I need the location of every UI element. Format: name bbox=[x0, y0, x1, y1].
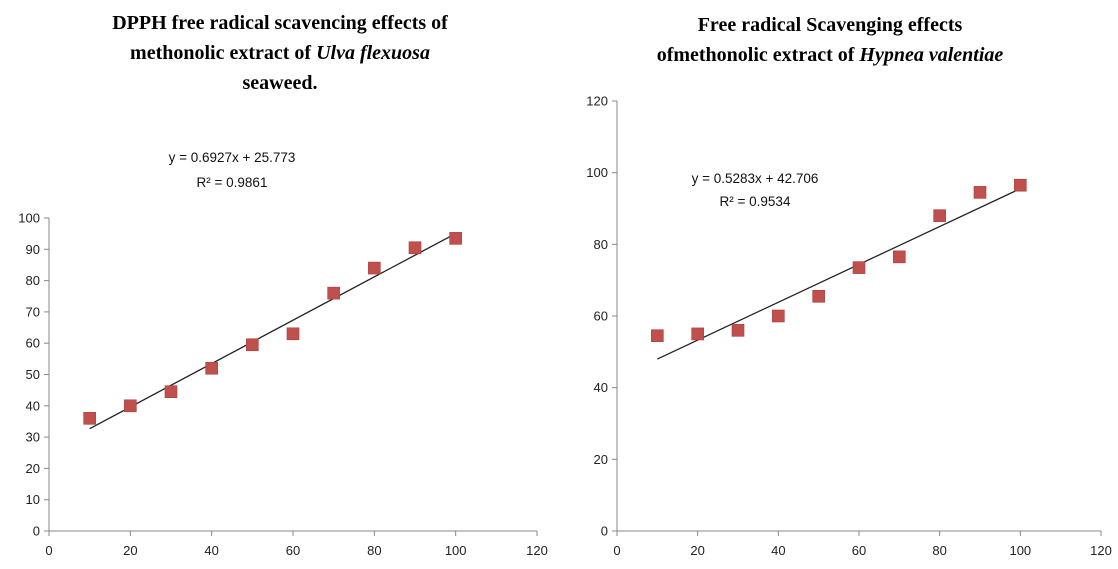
x-tick-label: 80 bbox=[932, 543, 946, 558]
y-tick-label: 60 bbox=[594, 309, 608, 324]
data-point bbox=[286, 327, 300, 341]
title-left-line3: seaweed. bbox=[242, 72, 318, 94]
chart-left-plot: y = 0.6927x + 25.773 R² = 0.9861 0 10 20 30… bbox=[18, 150, 548, 558]
title-left-species: Ulva flexuosa bbox=[316, 42, 430, 64]
x-tick-label: 20 bbox=[690, 543, 704, 558]
y-tick-label: 30 bbox=[26, 430, 40, 445]
trendline-right bbox=[657, 188, 1021, 360]
y-tick-label: 100 bbox=[586, 165, 608, 180]
title-right-line2: ofmethonolic extract of bbox=[656, 44, 860, 66]
data-point bbox=[246, 338, 259, 352]
trendline-left bbox=[89, 232, 456, 430]
chart-right-plot: y = 0.5283x + 42.706 R² = 0.9534 0 20 40 60… bbox=[586, 94, 1112, 559]
data-point bbox=[408, 241, 422, 255]
r-squared-right: R² = 0.9534 bbox=[720, 194, 791, 209]
data-point bbox=[368, 261, 381, 275]
title-left-line1: DPPH free radical scavencing effects of bbox=[112, 12, 448, 34]
y-tick-label: 100 bbox=[18, 211, 40, 226]
equation-right: y = 0.5283x + 42.706 bbox=[692, 171, 819, 186]
y-tick-label: 20 bbox=[26, 461, 40, 476]
data-point bbox=[1014, 178, 1027, 192]
equation-left: y = 0.6927x + 25.773 bbox=[169, 150, 296, 165]
y-tick-label: 20 bbox=[594, 452, 608, 467]
y-tick-label: 50 bbox=[26, 367, 40, 382]
data-point bbox=[731, 324, 745, 337]
x-tick-label: 120 bbox=[526, 543, 548, 558]
chart-title-left: DPPH free radical scavencing effects of … bbox=[40, 8, 520, 98]
data-point bbox=[933, 209, 946, 222]
x-tick-label: 60 bbox=[286, 543, 300, 558]
x-tick-label: 100 bbox=[1009, 543, 1031, 558]
x-tick-label: 0 bbox=[45, 543, 52, 558]
x-tick-label: 40 bbox=[771, 543, 785, 558]
data-point bbox=[205, 361, 218, 375]
x-tick-label: 80 bbox=[367, 543, 381, 558]
data-point bbox=[812, 289, 825, 303]
data-point bbox=[449, 232, 462, 245]
y-tick-label: 60 bbox=[26, 336, 40, 351]
data-point bbox=[691, 327, 704, 341]
y-tick-label: 40 bbox=[594, 380, 608, 395]
y-tick-label: 80 bbox=[26, 273, 40, 288]
data-point bbox=[164, 385, 178, 399]
data-point bbox=[124, 399, 137, 413]
title-right-species: Hypnea valentiae bbox=[859, 44, 1004, 66]
x-tick-label: 20 bbox=[123, 543, 137, 558]
data-point bbox=[973, 186, 987, 199]
x-tick-label: 0 bbox=[613, 543, 620, 558]
data-point bbox=[852, 261, 866, 274]
x-tick-label: 120 bbox=[1090, 543, 1112, 558]
x-tick-label: 60 bbox=[852, 543, 866, 558]
y-tick-label: 0 bbox=[33, 524, 40, 539]
y-tick-label: 70 bbox=[26, 304, 40, 319]
data-point bbox=[83, 412, 96, 425]
y-tick-label: 80 bbox=[594, 237, 608, 252]
x-tick-label: 100 bbox=[445, 543, 467, 558]
y-tick-label: 40 bbox=[26, 398, 40, 413]
data-point bbox=[651, 329, 664, 343]
y-tick-label: 10 bbox=[26, 492, 40, 507]
data-point bbox=[893, 250, 906, 264]
y-tick-label: 120 bbox=[586, 94, 608, 109]
data-point bbox=[327, 286, 340, 300]
r-squared-left: R² = 0.9861 bbox=[197, 175, 268, 190]
y-tick-label: 0 bbox=[601, 524, 608, 539]
y-tick-label: 90 bbox=[26, 242, 40, 257]
chart-title-right: Free radical Scavenging effects ofmethon… bbox=[620, 10, 1040, 70]
title-right-line1: Free radical Scavenging effects bbox=[697, 14, 963, 36]
title-left-line2: methonolic extract of bbox=[130, 42, 317, 64]
data-point bbox=[772, 309, 785, 323]
x-tick-label: 40 bbox=[204, 543, 218, 558]
